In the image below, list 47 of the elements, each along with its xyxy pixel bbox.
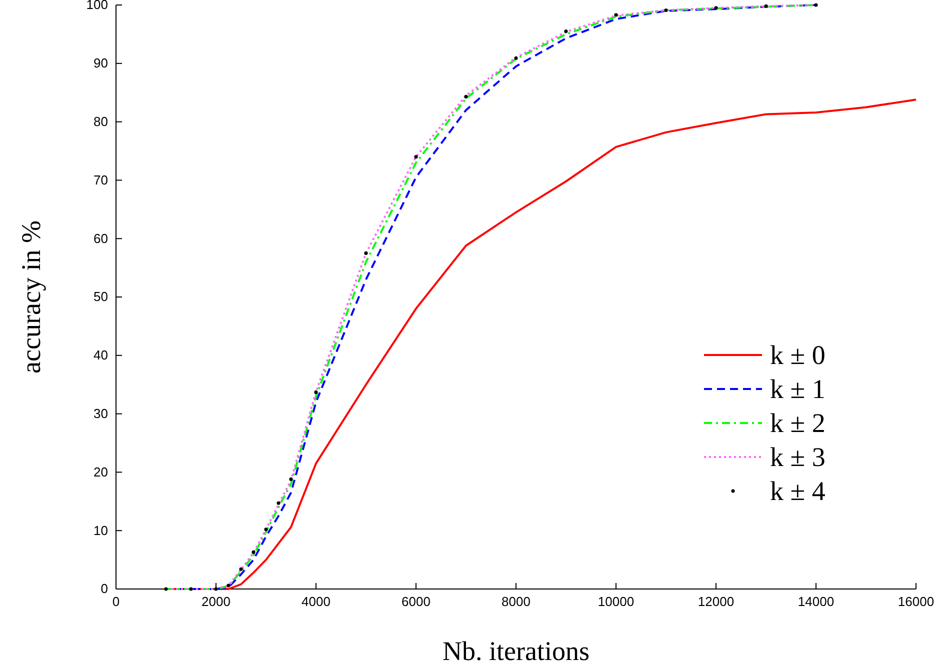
y-tick-label: 100 xyxy=(86,0,108,12)
point xyxy=(664,8,668,12)
point xyxy=(514,56,518,60)
point xyxy=(264,528,268,532)
point xyxy=(164,587,168,591)
point xyxy=(189,587,193,591)
point xyxy=(614,13,618,17)
y-tick-label: 40 xyxy=(94,348,108,363)
x-tick-label: 8000 xyxy=(502,594,530,610)
point xyxy=(314,390,318,394)
point xyxy=(814,3,818,7)
y-tick-label: 20 xyxy=(94,464,108,480)
y-tick-label: 0 xyxy=(100,581,108,596)
y-tick-label: 80 xyxy=(94,114,108,129)
x-tick-label: 16000 xyxy=(898,594,934,610)
point xyxy=(564,30,568,34)
legend-label: k ± 4 xyxy=(770,476,826,506)
y-tick-label: 10 xyxy=(94,522,108,538)
point xyxy=(214,587,218,591)
point xyxy=(239,567,243,571)
point xyxy=(764,4,768,8)
point xyxy=(226,584,230,588)
legend-label: k ± 2 xyxy=(770,408,826,438)
y-tick-label: 70 xyxy=(94,172,108,188)
y-axis-title: accuracy in % xyxy=(16,220,46,374)
x-tick-label: 2000 xyxy=(202,594,230,610)
point xyxy=(252,550,256,554)
legend-label: k ± 3 xyxy=(770,442,826,472)
point xyxy=(289,477,293,481)
x-tick-label: 6000 xyxy=(402,594,430,610)
x-tick-label: 0 xyxy=(112,594,120,610)
y-tick-label: 30 xyxy=(94,406,108,421)
y-tick-label: 60 xyxy=(94,230,108,246)
point xyxy=(464,94,468,98)
x-tick-label: 10000 xyxy=(598,594,634,610)
x-tick-label: 12000 xyxy=(698,594,734,610)
point xyxy=(364,251,368,255)
x-axis-title: Nb. iterations xyxy=(442,636,590,666)
y-tick-label: 90 xyxy=(94,56,108,71)
x-tick-label: 14000 xyxy=(798,594,834,610)
point xyxy=(276,501,280,505)
x-tick-label: 4000 xyxy=(302,594,330,610)
y-tick-label: 50 xyxy=(94,289,108,304)
point xyxy=(714,6,718,10)
legend-label: k ± 1 xyxy=(770,374,826,404)
legend-label: k ± 0 xyxy=(770,340,826,370)
point xyxy=(414,155,418,159)
